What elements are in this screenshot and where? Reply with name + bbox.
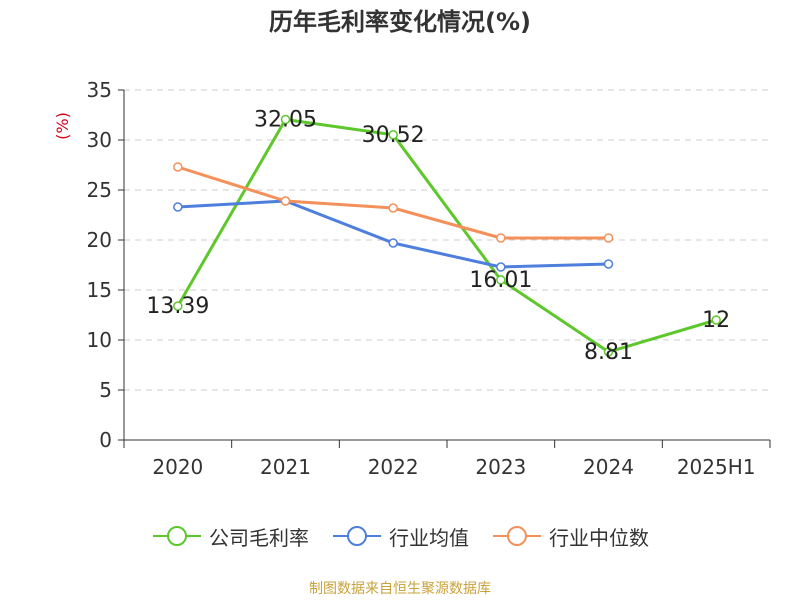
data-point bbox=[173, 202, 183, 212]
legend-label: 公司毛利率 bbox=[209, 525, 309, 550]
y-tick-label: 15 bbox=[87, 278, 112, 302]
x-tick-label: 2021 bbox=[260, 455, 311, 479]
y-tick-label: 5 bbox=[99, 378, 112, 402]
legend-symbol bbox=[153, 526, 201, 546]
data-label: 32.05 bbox=[254, 108, 317, 133]
axes: 0 5 10 15 20 25 30 35 2020 2021 2022 2023 2024 2025H1 bbox=[87, 78, 771, 479]
data-point bbox=[388, 203, 398, 213]
data-point bbox=[603, 233, 614, 243]
data-point bbox=[603, 259, 614, 269]
legend-item[interactable]: 行业均值 bbox=[331, 522, 469, 551]
legend-label: 行业均值 bbox=[389, 525, 469, 550]
data-point bbox=[711, 315, 721, 325]
data-point bbox=[280, 196, 291, 206]
data-point bbox=[173, 162, 183, 172]
series-line bbox=[176, 118, 717, 354]
data-point bbox=[603, 347, 614, 357]
data-point bbox=[496, 262, 506, 272]
data-point bbox=[496, 275, 506, 285]
legend-label: 行业中位数 bbox=[549, 525, 649, 550]
y-tick-label: 30 bbox=[87, 128, 112, 152]
legend-marker bbox=[347, 526, 367, 546]
data-point bbox=[173, 301, 183, 311]
data-point bbox=[496, 233, 506, 243]
series-lines bbox=[173, 114, 721, 357]
legend-marker bbox=[167, 526, 187, 546]
data-label: 16.01 bbox=[469, 268, 532, 293]
data-label: 12 bbox=[702, 308, 730, 333]
y-tick-label: 20 bbox=[87, 228, 112, 252]
chart-title: 历年毛利率变化情况(%) bbox=[269, 8, 531, 36]
legend-item[interactable]: 行业中位数 bbox=[491, 522, 649, 551]
grid-lines bbox=[124, 89, 770, 391]
legend-item[interactable]: 公司毛利率 bbox=[151, 522, 309, 551]
data-label: 30.52 bbox=[362, 123, 425, 148]
x-tick-label: 2024 bbox=[583, 455, 634, 479]
legend-marker bbox=[507, 526, 527, 546]
source-note: 制图数据来自恒生聚源数据库 bbox=[309, 581, 491, 597]
data-point bbox=[280, 114, 291, 125]
legend-symbol bbox=[333, 526, 381, 546]
x-tick-label: 2022 bbox=[368, 455, 419, 479]
y-tick-label: 25 bbox=[87, 178, 112, 202]
x-tick-label: 2025H1 bbox=[677, 455, 756, 479]
data-point bbox=[388, 238, 398, 248]
y-tick-label: 0 bbox=[99, 428, 112, 452]
legend-symbol bbox=[493, 526, 541, 546]
y-tick-label: 35 bbox=[87, 78, 112, 102]
y-axis-label: (%) bbox=[53, 112, 72, 140]
data-label: 13.39 bbox=[146, 294, 209, 319]
y-tick-label: 10 bbox=[87, 328, 112, 352]
data-label: 8.81 bbox=[584, 340, 633, 365]
data-point bbox=[388, 130, 398, 140]
data-labels: 13.39 32.05 30.52 16.01 8.81 12 bbox=[146, 108, 730, 365]
x-tick-label: 2023 bbox=[475, 455, 526, 479]
legend[interactable]: 公司毛利率 行业均值 行业中位数 bbox=[0, 518, 800, 554]
x-tick-label: 2020 bbox=[152, 455, 203, 479]
